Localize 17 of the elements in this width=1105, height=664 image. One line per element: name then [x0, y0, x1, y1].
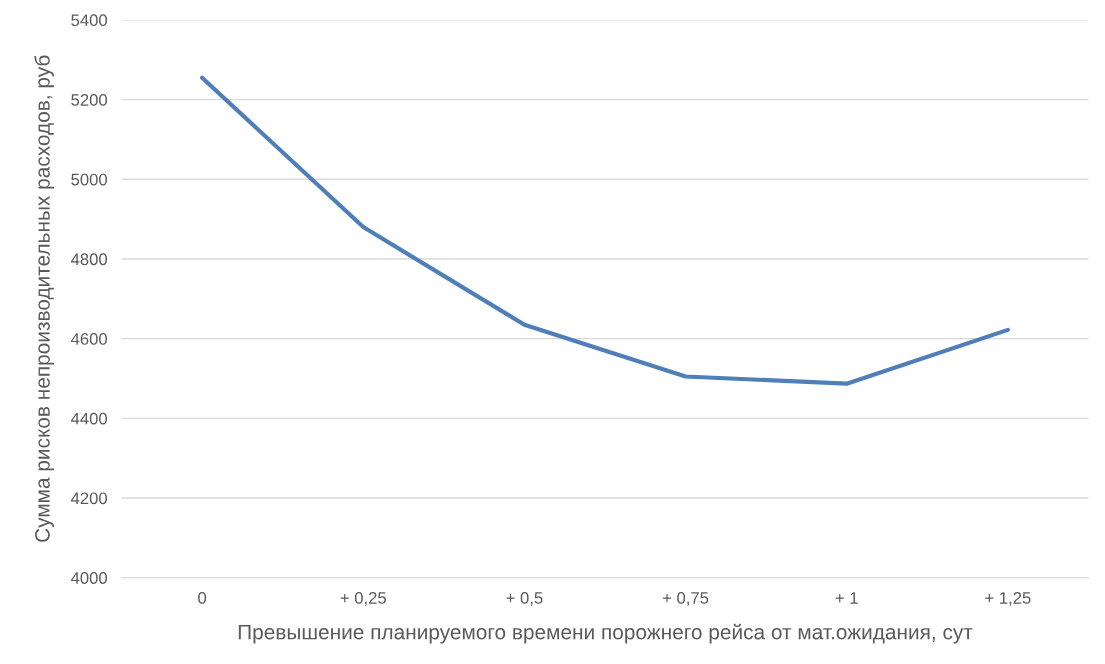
x-tick-label: + 0,5	[506, 592, 543, 606]
y-tick-label: 4200	[70, 492, 108, 505]
y-tick-label: 4000	[70, 572, 108, 584]
y-tick-label: 5000	[71, 173, 108, 186]
y-tick-label: 5200	[71, 94, 108, 106]
y-tick-label: 5400	[71, 14, 108, 27]
x-tick-label: + 1	[835, 592, 858, 604]
y-tick-label: 4600	[70, 333, 108, 345]
x-tick-label: + 1,25	[985, 592, 1031, 606]
x-tick-label: + 0,25	[340, 592, 386, 606]
y-tick-label: 4800	[70, 253, 108, 266]
x-axis-title: Превышение планируемого времени порожнего рейса от мат.ожидания, сут	[238, 623, 973, 644]
x-tick-label: 0	[198, 592, 207, 604]
y-axis-title: Сумма рисков непроизводительных расходов, руб	[34, 55, 54, 542]
y-tick-label: 4400	[70, 412, 108, 425]
x-tick-label: + 0,75	[662, 592, 709, 606]
line-series	[200, 75, 1010, 386]
